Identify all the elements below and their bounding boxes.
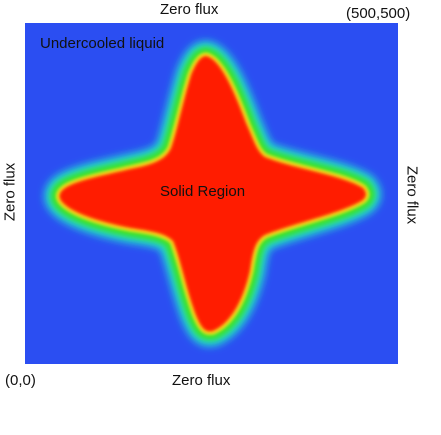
solid-region-label: Solid Region bbox=[160, 183, 246, 200]
bottom-left-corner-coordinate: (0,0) bbox=[5, 372, 36, 389]
right-boundary-label: Zero flux bbox=[403, 165, 421, 225]
top-boundary-label: Zero flux bbox=[160, 1, 219, 18]
liquid-region-label: Undercooled liquid bbox=[40, 35, 165, 52]
simulation-domain bbox=[25, 23, 398, 364]
bottom-boundary-label: Zero flux bbox=[172, 372, 231, 389]
left-boundary-label: Zero flux bbox=[1, 162, 19, 222]
top-right-corner-coordinate: (500,500) bbox=[346, 5, 411, 22]
